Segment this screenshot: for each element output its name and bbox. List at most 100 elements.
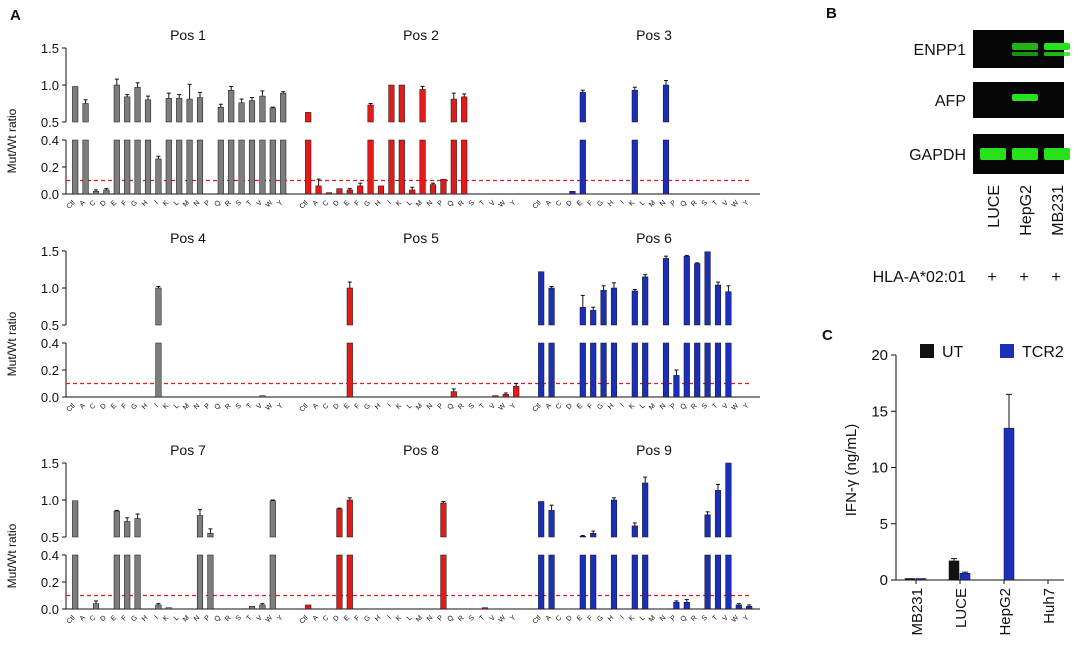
x-tick-label: H	[141, 614, 150, 623]
bar	[746, 606, 753, 610]
bar	[346, 287, 353, 326]
bar	[683, 255, 690, 326]
x-tick-label: M	[415, 199, 424, 208]
x-tick-label: P	[670, 614, 678, 622]
bar	[248, 139, 256, 195]
x-tick-label: Ctl	[299, 614, 310, 625]
bar	[113, 84, 120, 123]
bar	[196, 139, 204, 195]
bar	[280, 139, 287, 195]
x-tick-label: S	[701, 199, 709, 207]
x-tick-label: T	[711, 614, 719, 622]
x-tick-label: V	[489, 614, 497, 622]
x-tick-label: L	[639, 402, 647, 410]
group-title: Pos 6	[636, 230, 672, 246]
bar	[450, 391, 457, 398]
y-tick-label: 1.5	[41, 244, 59, 259]
bar	[134, 139, 141, 195]
x-tick-label: L	[639, 199, 647, 207]
x-tick-label: K	[628, 402, 636, 410]
bar	[155, 158, 162, 195]
y-tick-label: 1.0	[41, 281, 59, 296]
x-tick-label: K	[395, 402, 403, 410]
y-tick-label: 0.4	[41, 133, 59, 148]
x-tick-label: W	[265, 402, 275, 412]
bar	[155, 604, 162, 610]
x-tick-label: W	[265, 614, 275, 624]
x-tick-label: Y	[276, 199, 284, 207]
blot-row-label: ENPP1	[914, 42, 967, 59]
bar	[548, 554, 555, 610]
x-tick-label: M	[648, 402, 657, 411]
x-tick-label: C	[89, 402, 98, 411]
x-tick-label: Huh7	[1041, 588, 1058, 624]
bar	[377, 185, 385, 195]
x-tick-label: T	[245, 402, 253, 410]
x-tick-label: N	[193, 402, 202, 411]
x-tick-label: E	[343, 199, 351, 207]
bar-tcr2	[915, 578, 927, 581]
y-axis-label: Mut/Wt ratio	[5, 523, 19, 588]
blot-band	[1012, 148, 1038, 160]
bar	[346, 499, 353, 538]
panel-c-ifn-chart: 0 5 10 15 20 IFN-γ (ng/mL) UT TCR2 MB231 LUCE HepG…	[843, 344, 1064, 636]
hla-value: +	[987, 269, 996, 286]
x-tick-label: S	[235, 402, 243, 410]
legend-swatch-ut	[920, 344, 934, 358]
x-tick-label: Q	[213, 402, 222, 411]
bar	[642, 276, 649, 326]
x-tick-label: L	[173, 199, 181, 207]
x-tick-label: H	[607, 199, 616, 208]
bar	[631, 89, 638, 123]
y-tick-label: 0.2	[41, 160, 59, 175]
x-tick-label: D	[565, 199, 574, 208]
x-tick-label: V	[722, 199, 730, 207]
bar	[155, 342, 162, 398]
x-tick-label: E	[343, 614, 351, 622]
x-tick-label: Q	[679, 614, 688, 623]
x-tick-label: S	[701, 402, 709, 410]
x-tick-label: C	[555, 199, 564, 208]
x-tick-label: F	[121, 199, 129, 207]
x-tick-label: K	[628, 199, 636, 207]
bar	[704, 251, 711, 326]
x-tick-label: S	[235, 199, 243, 207]
y-axis-label: Mut/Wt ratio	[5, 108, 19, 173]
x-tick-label: V	[256, 614, 264, 622]
bar	[461, 96, 468, 123]
x-tick-label: Y	[509, 614, 517, 622]
group-title: Pos 5	[403, 230, 439, 246]
x-tick-label: R	[690, 199, 699, 208]
x-tick-label: N	[193, 614, 202, 623]
x-tick-label: G	[363, 199, 372, 208]
legend-label-ut: UT	[942, 344, 964, 361]
bar	[662, 84, 670, 123]
x-tick-label: C	[322, 199, 331, 208]
bar	[269, 107, 276, 123]
x-tick-label: F	[587, 614, 595, 622]
bar	[207, 554, 214, 610]
bar	[694, 263, 701, 326]
bar	[336, 554, 343, 610]
x-tick-label: C	[89, 199, 98, 208]
bar	[694, 342, 701, 398]
x-tick-label: R	[690, 402, 699, 411]
x-tick-label: I	[386, 402, 392, 408]
bar	[631, 290, 638, 326]
x-tick-label: S	[235, 614, 243, 622]
bar	[280, 92, 287, 123]
x-tick-label: W	[265, 199, 275, 209]
bar	[336, 508, 343, 538]
bar	[538, 342, 545, 398]
x-tick-label: P	[437, 199, 445, 207]
x-tick-label: W	[731, 199, 741, 209]
bar	[72, 554, 79, 610]
y-tick-label: 0.0	[41, 390, 59, 405]
bar	[481, 607, 489, 610]
x-tick-label: P	[204, 199, 212, 207]
blot-row-label: AFP	[935, 93, 966, 110]
bar	[259, 95, 266, 123]
bar	[409, 189, 416, 195]
bar	[305, 604, 312, 610]
x-tick-label: I	[153, 402, 159, 408]
